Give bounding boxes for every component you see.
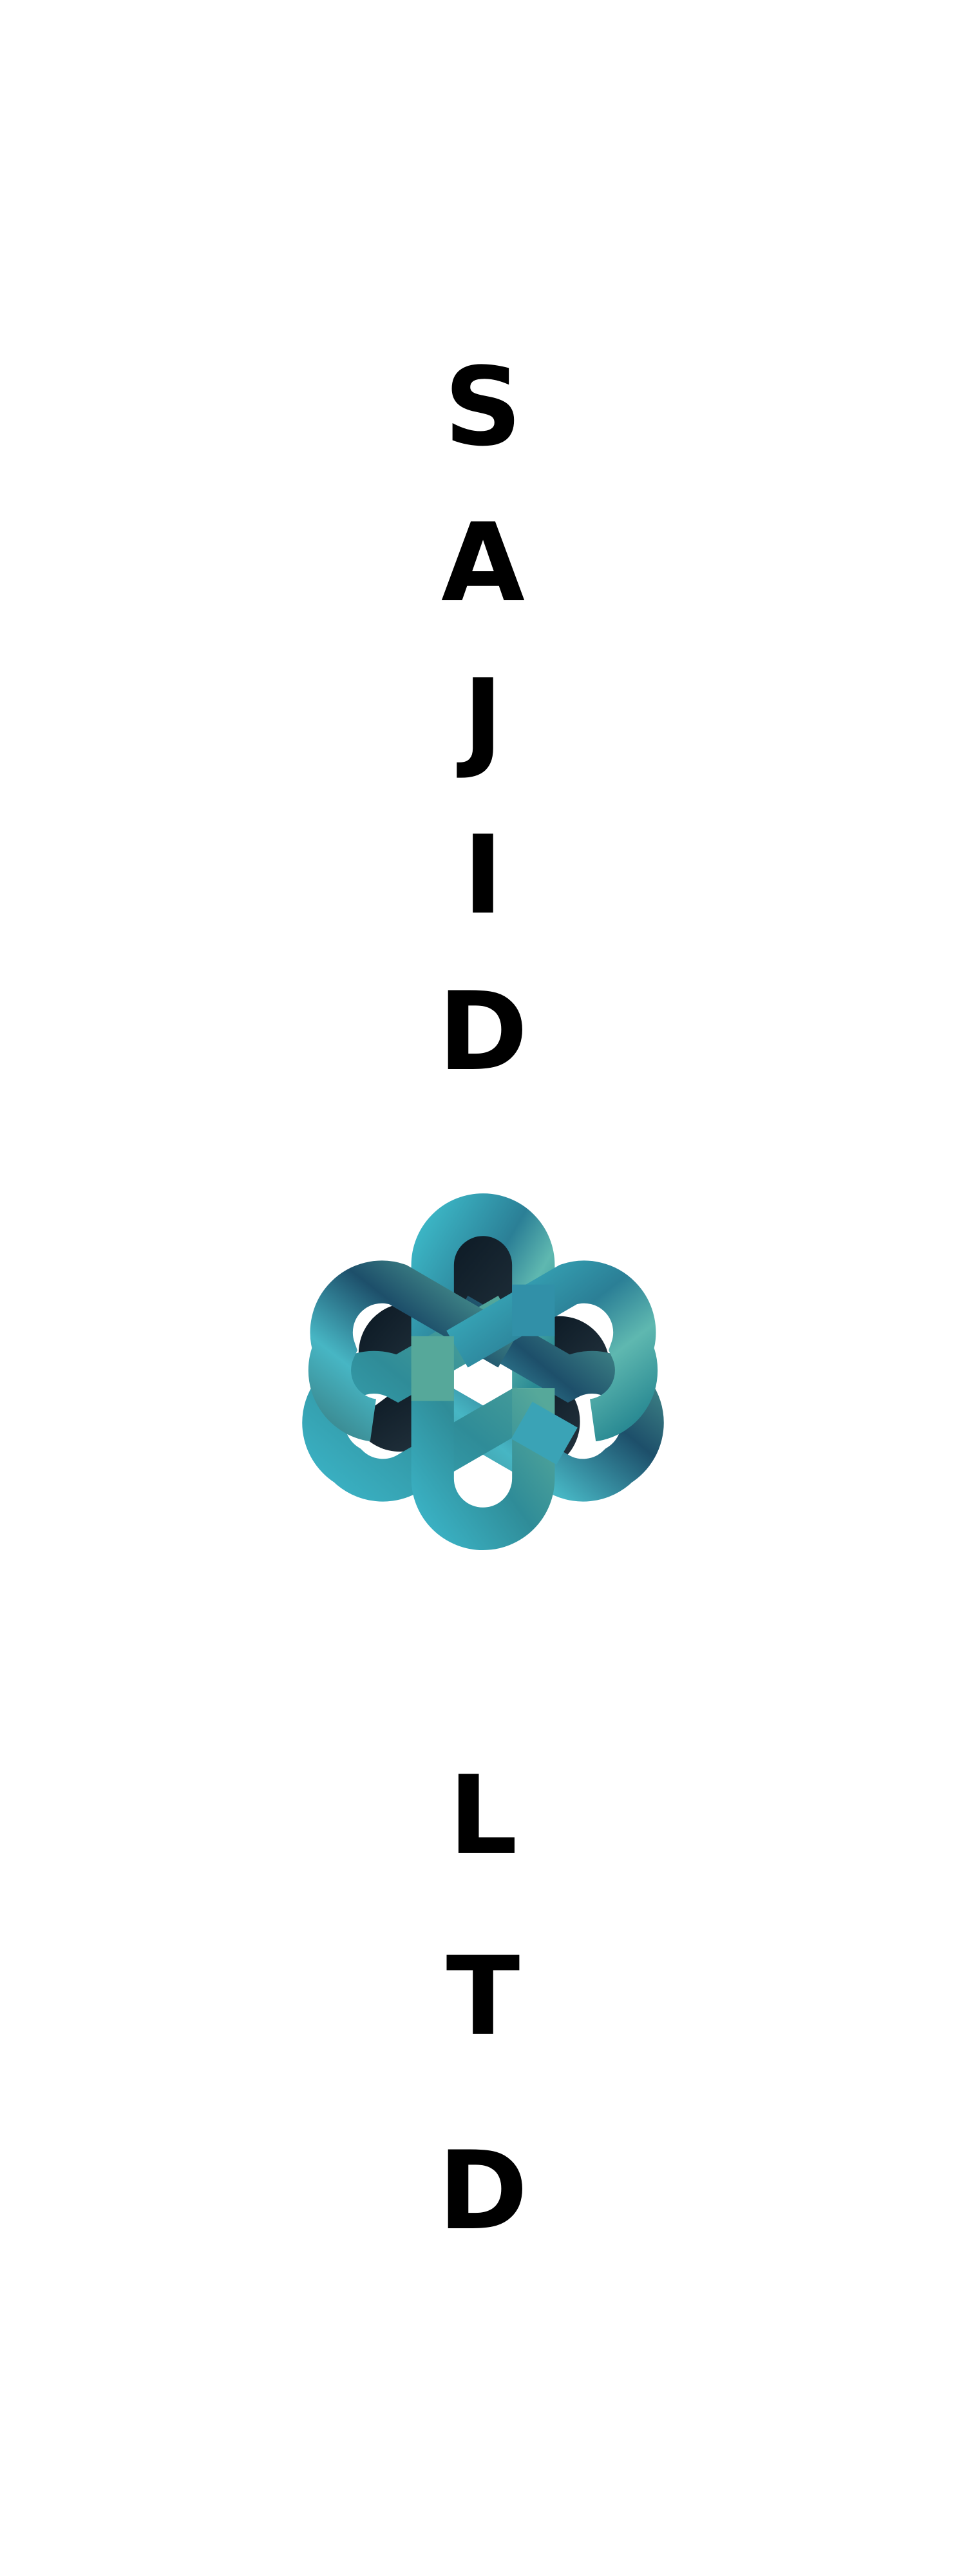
knot-bands [302,1193,664,1551]
knot-crossings [411,1284,578,1465]
interlaced-knot-logo [302,1193,664,1551]
name-letter-j: J [462,656,504,782]
name-letter-s: S [444,344,522,470]
name-letter-i: I [462,812,504,938]
suffix-letter-d: D [438,2128,528,2254]
name-letter-d: D [438,969,528,1095]
name-letter-a: A [440,500,526,626]
suffix-letter-t: T [446,1933,520,2060]
suffix-letter-l: L [448,1752,518,1879]
